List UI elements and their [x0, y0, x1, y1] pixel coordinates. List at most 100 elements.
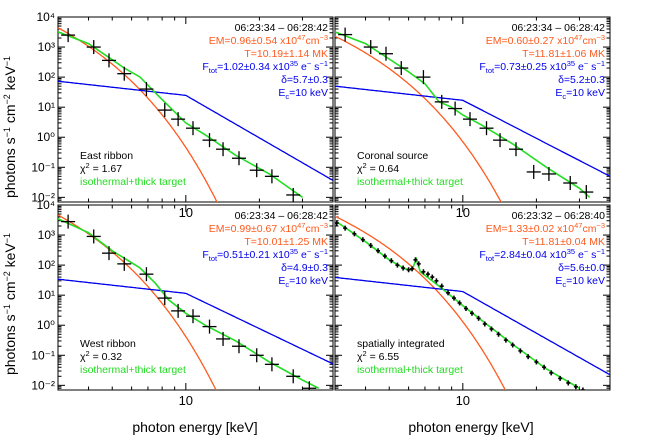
spatially-integrated-data-point	[542, 364, 547, 370]
coronal-source-region-label: Coronal source	[357, 150, 428, 162]
spatially-integrated-data-point	[439, 283, 444, 289]
west-ribbon-chi2-label: χ2 = 0.32	[80, 349, 122, 363]
spatially-integrated-chi2-label: χ2 = 6.55	[357, 349, 399, 363]
west-ribbon-nonthermal-curve	[58, 278, 333, 365]
spatially-integrated-data-point	[534, 359, 539, 365]
spatially-integrated-data-point	[376, 248, 381, 254]
west-ribbon-data-point	[286, 369, 301, 384]
east-ribbon-data-point	[249, 163, 264, 178]
east-ribbon-frame	[57, 16, 334, 203]
coronal-source-data-point	[378, 46, 393, 61]
spatially-integrated-data-point	[360, 237, 365, 243]
west-ribbon-xtick-label: 10	[179, 393, 193, 408]
west-ribbon-data-point	[302, 381, 317, 390]
spatially-integrated-time-range: 06:23:32 – 06:28:40	[512, 210, 606, 222]
east-ribbon-ytick-label: 10²	[38, 70, 55, 84]
coronal-source-frame	[334, 16, 611, 203]
west-ribbon-data-point	[139, 267, 154, 282]
spatially-integrated-data-point	[425, 271, 430, 277]
east-ribbon-model-label: isothermal+thick target	[80, 176, 186, 188]
spatially-integrated-emission-measure: EM=1.33±0.02 x1047cm−3	[486, 221, 605, 235]
spatially-integrated-data-point	[434, 278, 439, 284]
west-ribbon-temperature: T=10.01±1.25 MK	[244, 236, 328, 248]
west-ribbon-ytick-label: 10⁻²	[31, 378, 55, 392]
spatially-integrated-nonthermal-curve	[335, 276, 610, 376]
west-ribbon-ytick-label: 10¹	[38, 288, 55, 302]
west-ribbon-total-model-curve	[58, 217, 320, 390]
spatially-integrated-region-label: spatially integrated	[357, 338, 445, 350]
west-ribbon-data-point	[157, 291, 172, 306]
x-axis-label-right: photon energy [keV]	[408, 419, 533, 435]
spatially-integrated-data-point	[389, 258, 394, 264]
east-ribbon-data-point	[186, 121, 201, 136]
spatially-integrated-data-point	[451, 295, 456, 301]
coronal-source-cutoff-energy: Ec=10 keV	[555, 87, 605, 101]
west-ribbon-ytick-label: 10³	[38, 228, 55, 242]
west-ribbon-data-point	[101, 246, 116, 261]
spatially-integrated-thermal-curve	[335, 215, 506, 390]
west-ribbon-data-point	[216, 331, 231, 346]
spatially-integrated-cutoff-energy: Ec=10 keV	[555, 275, 605, 289]
y-axis-label-top: photons s−1 cm−2 keV−1	[2, 56, 18, 198]
spatially-integrated-data-point	[476, 315, 481, 321]
east-ribbon-thermal-curve	[58, 27, 218, 202]
east-ribbon-data-point	[216, 142, 231, 157]
coronal-source-data-point	[579, 185, 594, 200]
east-ribbon-chi2-label: χ2 = 1.67	[80, 161, 122, 175]
east-ribbon-data-point	[157, 103, 172, 118]
west-ribbon-electron-flux: Ftot=0.51±0.21 x1035 e− s−1	[202, 247, 328, 263]
spatially-integrated-data-point	[406, 267, 411, 273]
coronal-source-data-point	[448, 101, 463, 116]
east-ribbon-cutoff-energy: Ec=10 keV	[278, 87, 328, 101]
west-ribbon-data-point	[202, 319, 217, 334]
spatially-integrated-data-point	[368, 242, 373, 248]
spatially-integrated-data-point	[510, 342, 515, 348]
svg-text:photons s−1 cm−2 keV−1: photons s−1 cm−2 keV−1	[2, 233, 18, 375]
east-ribbon-ytick-label: 10⁰	[37, 130, 55, 144]
spatially-integrated-data-point	[430, 274, 435, 280]
west-ribbon-spectral-index: δ=4.9±0.3	[281, 262, 328, 274]
east-ribbon-nonthermal-curve	[58, 80, 333, 181]
east-ribbon-emission-measure: EM=0.96±0.54 x1047cm−3	[209, 33, 328, 47]
east-ribbon-panel: 10⁴ 10³ 10² 10¹ 10⁰ 10⁻¹ 10⁻² 10 06:23:34 – 06:2…	[31, 10, 334, 220]
spatially-integrated-data-point	[410, 266, 415, 272]
east-ribbon-time-range: 06:23:34 – 06:28:42	[235, 22, 329, 34]
east-ribbon-temperature: T=10.19±1.14 MK	[244, 48, 328, 60]
coronal-source-data-point	[394, 61, 409, 76]
east-ribbon-data-point	[231, 151, 246, 166]
west-ribbon-data-point	[86, 229, 101, 244]
west-ribbon-data-point	[61, 214, 76, 229]
spatially-integrated-frame	[334, 204, 611, 391]
east-ribbon-ytick-label: 10⁴	[36, 10, 55, 24]
spatially-integrated-data-point	[482, 321, 487, 327]
coronal-source-chi2-label: χ2 = 0.64	[357, 161, 399, 175]
spatially-integrated-data-point	[395, 262, 400, 268]
spatially-integrated-data-point	[457, 300, 462, 306]
coronal-source-nonthermal-curve	[335, 85, 610, 177]
west-ribbon-data-point	[249, 348, 264, 363]
east-ribbon-electron-flux: Ftot=1.02±0.34 x1035 e− s−1	[202, 59, 328, 75]
west-ribbon-data-point	[186, 309, 201, 324]
coronal-source-temperature: T=11.81±1.06 MK	[522, 48, 605, 60]
east-ribbon-data-point	[86, 40, 101, 55]
spatially-integrated-data-point	[566, 380, 571, 386]
spatially-integrated-electron-flux: Ftot=2.84±0.04 x1035 e− s−1	[479, 247, 605, 263]
coronal-source-spectral-index: δ=5.2±0.3	[558, 74, 605, 86]
west-ribbon-ytick-label: 10²	[38, 258, 55, 272]
spatially-integrated-data-point	[573, 384, 578, 390]
spatially-integrated-data-point	[446, 290, 451, 296]
spatially-integrated-data-point	[352, 231, 357, 237]
coronal-source-data-point	[563, 176, 578, 191]
coronal-source-model-label: isothermal+thick target	[357, 176, 463, 188]
coronal-source-data-point	[416, 70, 431, 85]
spatially-integrated-data-point	[558, 375, 563, 381]
west-ribbon-thermal-curve	[58, 214, 217, 390]
east-ribbon-data-point	[202, 133, 217, 148]
east-ribbon-xtick-label: 10	[179, 205, 193, 220]
coronal-source-data-point	[479, 121, 494, 136]
east-ribbon-data-point	[264, 169, 279, 184]
spatially-integrated-data-point	[416, 261, 421, 267]
west-ribbon-data-point	[264, 357, 279, 372]
